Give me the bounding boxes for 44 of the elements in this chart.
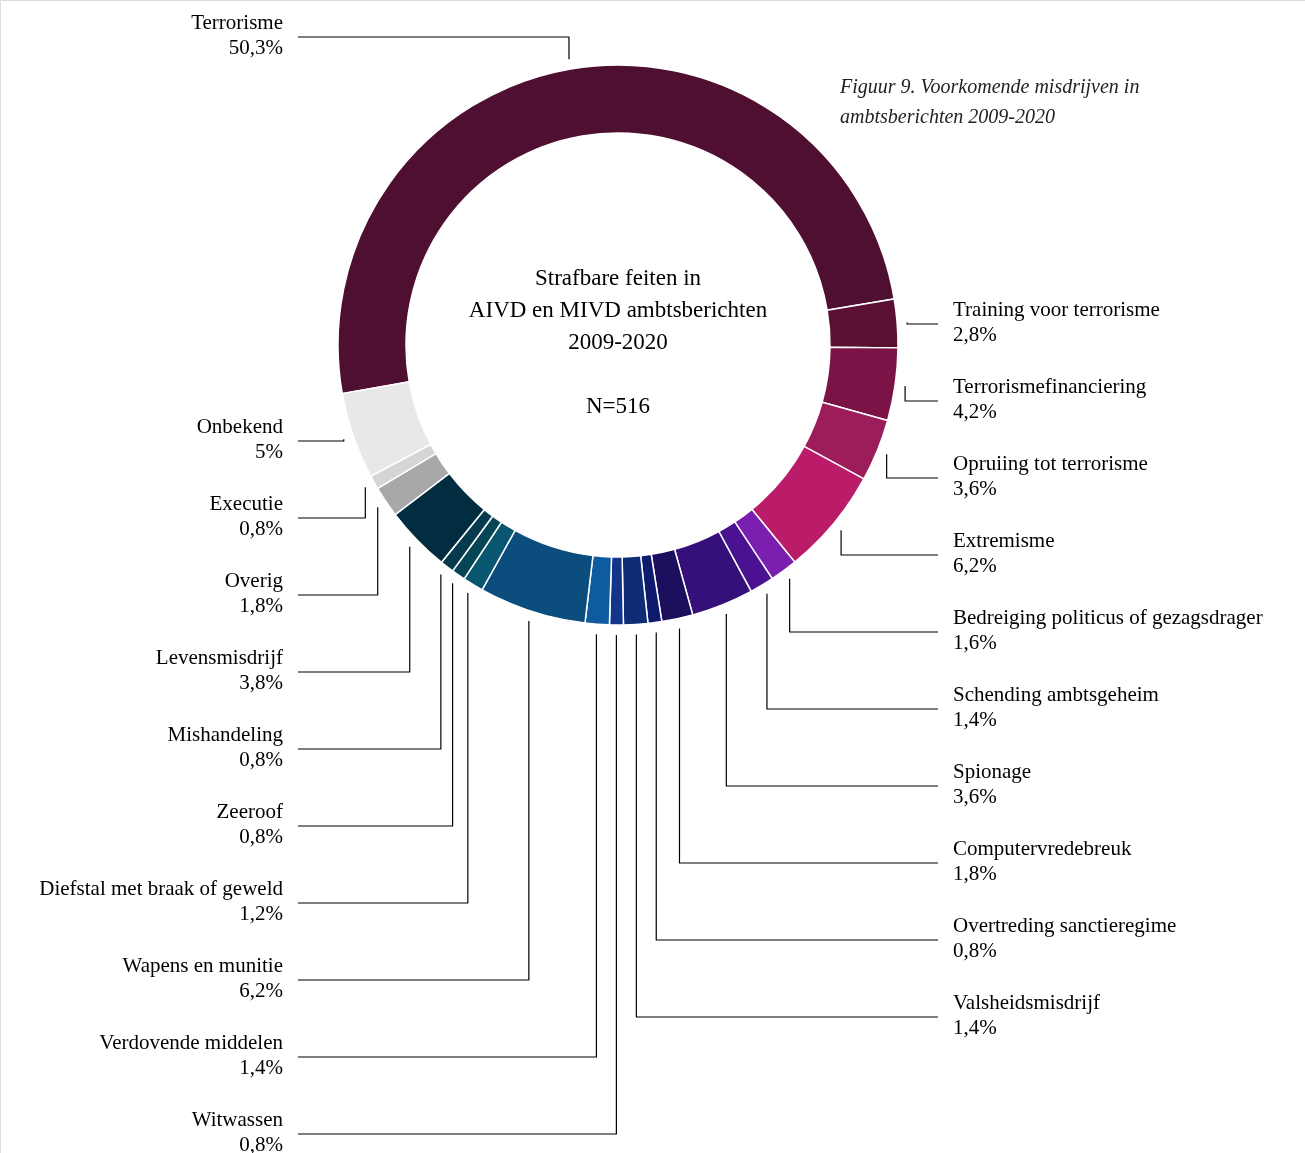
slice-label: Diefstal met braak of geweld bbox=[39, 876, 284, 900]
slice-label: Wapens en munitie bbox=[122, 953, 283, 977]
data-label: 4,2% bbox=[953, 399, 997, 423]
slice-label: Spionage bbox=[953, 759, 1032, 783]
slice-label: Witwassen bbox=[191, 1107, 284, 1131]
data-label: 0,8% bbox=[239, 516, 283, 540]
text: Strafbare feiten in AIVD en MIVD ambtsberichten 2009-2020 bbox=[468, 265, 768, 354]
data-label: 50,3% bbox=[228, 35, 283, 59]
data-label: 6,2% bbox=[953, 553, 997, 577]
text: N=516 bbox=[585, 393, 651, 418]
data-label: 1,4% bbox=[953, 1015, 997, 1039]
data-label: 2,8% bbox=[953, 322, 997, 346]
slice-label: Overtreding sanctieregime bbox=[953, 913, 1177, 937]
slice-label: Bedreiging politicus of gezagsdrager bbox=[953, 605, 1263, 629]
data-label: 1,4% bbox=[239, 1055, 283, 1079]
data-label: 0,8% bbox=[239, 824, 283, 848]
data-label: 1,8% bbox=[953, 861, 997, 885]
slice-label: Opruiing tot terrorisme bbox=[953, 451, 1148, 475]
slice-label: Overig bbox=[224, 568, 284, 592]
slice-label: Terrorisme bbox=[191, 10, 283, 34]
data-label: 3,6% bbox=[953, 476, 997, 500]
slice-label: Levensmisdrijf bbox=[155, 645, 283, 669]
data-label: 1,4% bbox=[953, 707, 997, 731]
slice-label: Verdovende middelen bbox=[99, 1030, 284, 1054]
slice-label: Zeeroof bbox=[216, 799, 283, 823]
data-label: 3,6% bbox=[953, 784, 997, 808]
data-label: 5% bbox=[255, 439, 283, 463]
data-label: 0,8% bbox=[239, 747, 283, 771]
data-label: 1,8% bbox=[239, 593, 283, 617]
text: Figuur 9. Voorkomende misdrijven in ambtsberichten 2009-2020 bbox=[839, 75, 1140, 127]
data-label: 1,2% bbox=[239, 901, 283, 925]
slice-label: Valsheidsmisdrijf bbox=[953, 990, 1100, 1014]
slice-label: Extremisme bbox=[953, 528, 1055, 552]
slice-label: Computervredebreuk bbox=[953, 836, 1132, 860]
slice-label: Executie bbox=[209, 491, 283, 515]
data-label: 0,8% bbox=[953, 938, 997, 962]
slice-label: Onbekend bbox=[196, 414, 284, 438]
slice-label: Training voor terrorisme bbox=[953, 297, 1160, 321]
slice-label: Mishandeling bbox=[167, 722, 284, 746]
slice-label: Terrorismefinanciering bbox=[953, 374, 1147, 398]
slice-label: Schending ambtsgeheim bbox=[953, 682, 1159, 706]
data-label: 3,8% bbox=[239, 670, 283, 694]
data-label: 6,2% bbox=[239, 978, 283, 1002]
data-label: 1,6% bbox=[953, 630, 997, 654]
